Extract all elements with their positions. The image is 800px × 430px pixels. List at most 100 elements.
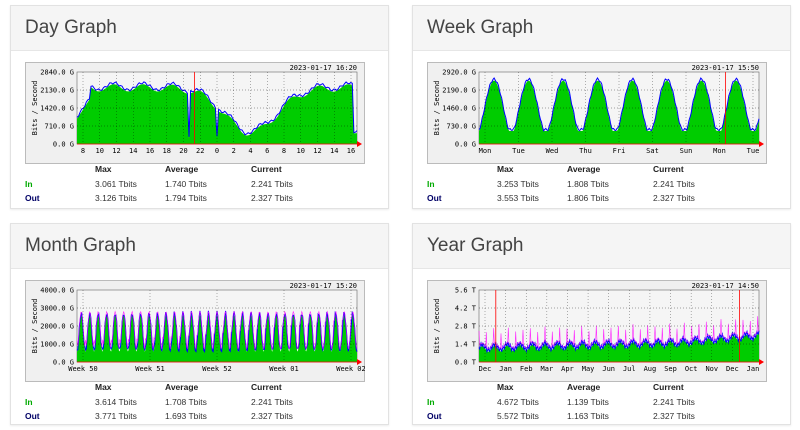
in-max: 3.614 Tbits — [95, 397, 137, 407]
year-rrd-graph: Bits / Second 2023-01-17 14:50 5.6 T 4.2 T 2… — [427, 280, 767, 382]
x-axis-arrow — [759, 141, 764, 147]
x-tick-label: 2 — [232, 147, 236, 155]
stats-row-out: Out 5.572 Tbits 1.163 Tbits 2.327 Tbits — [427, 409, 747, 423]
header-average: Average — [567, 382, 601, 392]
header-max: Max — [497, 164, 514, 174]
x-axis-arrow — [759, 359, 764, 365]
x-tick-label: Week 51 — [135, 365, 165, 373]
stats-row-out: Out 3.771 Tbits 1.693 Tbits 2.327 Tbits — [25, 409, 345, 423]
year-graph-chart: Bits / Second 2023-01-17 14:50 5.6 T 4.2 T 2… — [427, 280, 767, 382]
card-header: Week Graph — [413, 6, 790, 51]
x-axis-arrow — [357, 141, 362, 147]
header-max: Max — [95, 164, 112, 174]
x-tick-label: Sat — [646, 147, 659, 155]
y-axis-title: Bits / Second — [31, 81, 39, 136]
card-header: Month Graph — [11, 224, 388, 269]
out-current: 2.327 Tbits — [251, 411, 293, 421]
header-average: Average — [165, 164, 199, 174]
week-graph-stats: Max Average Current In 3.253 Tbits 1.808… — [427, 162, 767, 205]
in-average: 1.708 Tbits — [165, 397, 207, 407]
x-tick-label: Tue — [747, 147, 760, 155]
week-graph-card: Week Graph Bits / Second 2023-01-17 15:50… — [412, 5, 791, 209]
graph-timestamp: 2023-01-17 16:20 — [290, 64, 357, 72]
out-average: 1.806 Tbits — [567, 193, 609, 203]
stats-row-in: In 3.614 Tbits 1.708 Tbits 2.241 Tbits — [25, 395, 345, 409]
x-tick-label: 14 — [330, 147, 338, 155]
in-max: 4.672 Tbits — [497, 397, 539, 407]
y-tick-label: 2920.0 G — [442, 69, 476, 77]
x-tick-label: Dec — [726, 365, 739, 373]
out-max: 3.553 Tbits — [497, 193, 539, 203]
y-axis-title: Bits / Second — [31, 299, 39, 354]
y-tick-label: 3000.0 G — [40, 305, 74, 313]
header-current: Current — [251, 164, 282, 174]
x-tick-label: 8 — [81, 147, 85, 155]
in-label: In — [427, 179, 435, 189]
out-average: 1.163 Tbits — [567, 411, 609, 421]
day-graph-card: Day Graph Bits / Second 2023-01-17 16:20 2… — [10, 5, 389, 209]
y-tick-label: 0.0 G — [53, 359, 74, 367]
x-tick-label: 16 — [146, 147, 154, 155]
out-label: Out — [427, 411, 442, 421]
card-title: Year Graph — [427, 235, 524, 256]
stats-header-row: Max Average Current — [427, 380, 747, 395]
header-current: Current — [251, 382, 282, 392]
month-graph-stats: Max Average Current In 3.614 Tbits 1.708… — [25, 380, 365, 423]
out-max: 3.126 Tbits — [95, 193, 137, 203]
card-header: Year Graph — [413, 224, 790, 269]
in-average: 1.740 Tbits — [165, 179, 207, 189]
x-tick-label: 20 — [179, 147, 187, 155]
in-label: In — [25, 179, 33, 189]
x-tick-label: Mar — [541, 365, 554, 373]
out-label: Out — [25, 193, 40, 203]
in-traffic-area — [77, 84, 357, 144]
max-traffic-line — [478, 316, 760, 350]
in-label: In — [25, 397, 33, 407]
x-tick-label: 14 — [129, 147, 137, 155]
x-tick-label: Sep — [664, 365, 677, 373]
y-tick-label: 4.2 T — [455, 305, 477, 313]
stats-header-row: Max Average Current — [427, 162, 747, 177]
x-tick-label: Dec — [479, 365, 492, 373]
stats-row-out: Out 3.553 Tbits 1.806 Tbits 2.327 Tbits — [427, 191, 747, 205]
in-max: 3.253 Tbits — [497, 179, 539, 189]
y-tick-label: 730.0 G — [446, 123, 476, 131]
graph-timestamp: 2023-01-17 15:50 — [692, 64, 759, 72]
in-current: 2.241 Tbits — [251, 179, 293, 189]
x-tick-label: 18 — [163, 147, 171, 155]
in-label: In — [427, 397, 435, 407]
header-current: Current — [653, 164, 684, 174]
header-max: Max — [497, 382, 514, 392]
x-tick-label: 12 — [313, 147, 321, 155]
stats-row-in: In 4.672 Tbits 1.139 Tbits 2.241 Tbits — [427, 395, 747, 409]
stats-row-in: In 3.253 Tbits 1.808 Tbits 2.241 Tbits — [427, 177, 747, 191]
y-tick-label: 0.0 G — [455, 141, 476, 149]
y-tick-label: 2840.0 G — [40, 69, 74, 77]
out-max: 5.572 Tbits — [497, 411, 539, 421]
x-tick-label: Jan — [499, 365, 512, 373]
stats-table: Max Average Current In 3.253 Tbits 1.808… — [427, 162, 747, 205]
stats-table: Max Average Current In 4.672 Tbits 1.139… — [427, 380, 747, 423]
day-rrd-graph: Bits / Second 2023-01-17 16:20 2840.0 G 213… — [25, 62, 365, 164]
y-tick-label: 2130.0 G — [40, 87, 74, 95]
out-traffic-line — [76, 81, 358, 137]
day-graph-stats: Max Average Current In 3.061 Tbits 1.740… — [25, 162, 365, 205]
x-tick-label: Aug — [644, 365, 657, 373]
card-title: Week Graph — [427, 17, 534, 38]
stats-row-in: In 3.061 Tbits 1.740 Tbits 2.241 Tbits — [25, 177, 345, 191]
stats-table: Max Average Current In 3.061 Tbits 1.740… — [25, 162, 345, 205]
card-title: Month Graph — [25, 235, 136, 256]
out-current: 2.327 Tbits — [251, 193, 293, 203]
out-label: Out — [427, 193, 442, 203]
in-max: 3.061 Tbits — [95, 179, 137, 189]
month-graph-card: Month Graph Bits / Second 2023-01-17 15:2… — [10, 223, 389, 425]
in-current: 2.241 Tbits — [653, 179, 695, 189]
header-current: Current — [653, 382, 684, 392]
x-tick-label: Nov — [705, 365, 718, 373]
header-average: Average — [567, 164, 601, 174]
x-tick-label: Jan — [747, 365, 760, 373]
x-tick-label: Fri — [613, 147, 626, 155]
stats-header-row: Max Average Current — [25, 162, 345, 177]
x-tick-label: 10 — [297, 147, 305, 155]
stats-row-out: Out 3.126 Tbits 1.794 Tbits 2.327 Tbits — [25, 191, 345, 205]
